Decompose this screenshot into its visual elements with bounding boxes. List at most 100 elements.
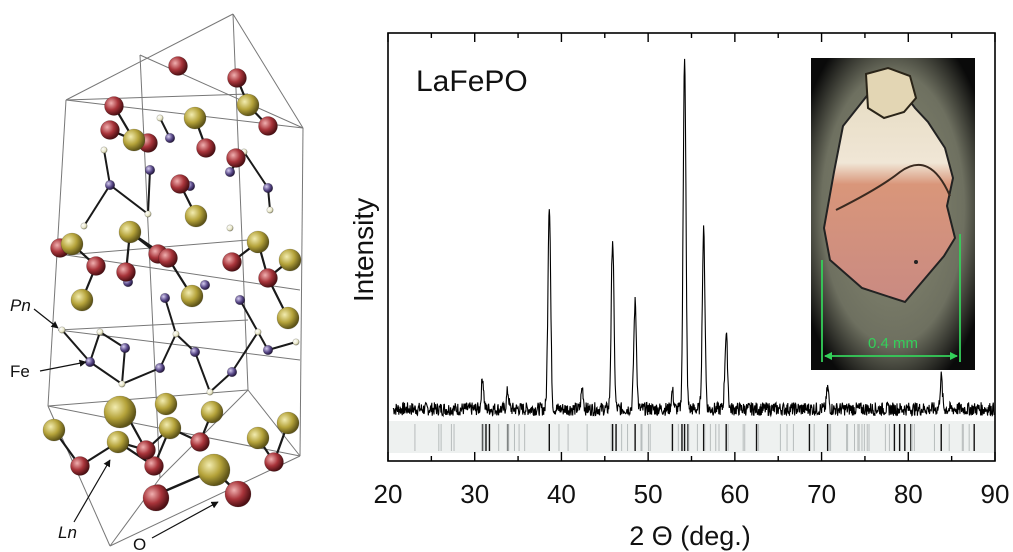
- pn-atom: [206, 388, 214, 396]
- x-tick-labels: 20 30 40 50 60 70 80 90: [374, 479, 1010, 509]
- ln-atom: [118, 220, 142, 244]
- o-atom: [70, 456, 90, 476]
- x-tick-label: 40: [547, 479, 576, 509]
- bond: [99, 331, 126, 349]
- fe-atom: [104, 179, 116, 191]
- pn-atom: [292, 338, 300, 346]
- x-tick-label: 20: [374, 479, 403, 509]
- pn-atom: [58, 326, 66, 334]
- fe-atom: [119, 342, 131, 354]
- ln-atom: [70, 288, 94, 312]
- ln-atom: [122, 128, 146, 152]
- crystal-structure-illustration: Pn Fe Ln O: [10, 13, 304, 552]
- xrd-chart: 0.4 mm 20 30 40 50 60 70 80 90 LaFePO Intensity…: [348, 32, 1010, 551]
- crystal-photo-inset: 0.4 mm: [811, 58, 975, 370]
- fe-atom: [154, 362, 166, 374]
- bond: [239, 299, 259, 333]
- fe-atom: [262, 182, 274, 194]
- cell-edge: [65, 13, 234, 101]
- fe-atom: [199, 279, 211, 291]
- reflection-markers: [414, 424, 975, 451]
- ln-atom: [183, 106, 207, 130]
- o-atom: [168, 56, 188, 76]
- ln-atom: [278, 248, 302, 272]
- x-tick-label: 50: [634, 479, 663, 509]
- ln-atom: [276, 411, 300, 435]
- bond: [164, 297, 177, 335]
- bond: [103, 149, 111, 186]
- cell-edge: [232, 13, 304, 129]
- bond: [243, 151, 269, 189]
- fe-atom: [84, 356, 96, 368]
- cell-edge: [299, 127, 304, 457]
- x-tick-label: 70: [807, 479, 836, 509]
- pn-atom: [254, 328, 262, 336]
- o-atom: [224, 480, 252, 508]
- ln-atom: [60, 232, 84, 256]
- ln-atom: [246, 230, 270, 254]
- fe-atom: [234, 294, 246, 306]
- fe-atom: [262, 344, 274, 356]
- bond: [159, 333, 177, 369]
- o-atom: [158, 248, 178, 268]
- bond: [267, 341, 297, 351]
- pn-atom: [118, 380, 126, 388]
- pn-atom: [172, 330, 180, 338]
- crystal-fragment: [864, 66, 918, 120]
- scale-arrow-left: [824, 352, 832, 360]
- o-atom: [136, 440, 156, 460]
- bond: [121, 347, 126, 385]
- arrow-fe: [39, 359, 87, 372]
- fe-atom: [224, 166, 236, 178]
- fe-atom: [164, 132, 176, 144]
- o-atom: [222, 252, 242, 272]
- fe-atom: [226, 366, 238, 378]
- o-atom: [190, 432, 210, 452]
- fe-atom: [159, 292, 171, 304]
- o-atom: [227, 68, 247, 88]
- o-atom: [86, 256, 106, 276]
- bond: [83, 184, 111, 227]
- reflection-band: [388, 421, 995, 453]
- atoms: [42, 56, 302, 512]
- bond: [61, 329, 91, 363]
- ln-atom: [154, 392, 178, 416]
- ln-atom: [276, 306, 300, 330]
- cell-edge: [247, 389, 301, 457]
- chart-title: LaFePO: [416, 65, 528, 98]
- ln-atom: [158, 416, 182, 440]
- ln-atom: [200, 400, 224, 424]
- ln-atom: [103, 395, 137, 429]
- bond: [194, 351, 211, 393]
- ln-atom: [180, 284, 204, 308]
- cell-edge: [47, 389, 249, 407]
- pn-atom: [100, 146, 108, 154]
- cell-edge: [57, 319, 249, 331]
- bond: [89, 331, 101, 363]
- pn-atom: [226, 224, 234, 232]
- fe-atom: [189, 346, 201, 358]
- o-atom: [196, 138, 216, 158]
- diffraction-pattern-line: [392, 58, 995, 418]
- scale-label: 0.4 mm: [868, 335, 918, 352]
- ln-atom: [42, 418, 66, 442]
- label-pn: Pn: [10, 296, 31, 315]
- o-atom: [264, 452, 284, 472]
- o-atom: [170, 174, 190, 194]
- bond: [109, 184, 149, 215]
- pn-atom: [80, 222, 88, 230]
- x-tick-label: 60: [720, 479, 749, 509]
- bond: [231, 331, 259, 373]
- x-tick-label: 90: [981, 479, 1010, 509]
- ln-atom: [184, 204, 208, 228]
- o-atom: [142, 484, 170, 512]
- axis-ticks: [387, 33, 996, 461]
- cell-edge: [139, 54, 304, 129]
- label-ln: Ln: [58, 523, 77, 542]
- fe-atom: [144, 164, 156, 176]
- crystal-boundary: [835, 163, 951, 211]
- ln-atom: [106, 430, 130, 454]
- scale-arrow-right: [950, 352, 958, 360]
- arrow-ln: [73, 459, 111, 523]
- crystal-spot: [914, 260, 918, 264]
